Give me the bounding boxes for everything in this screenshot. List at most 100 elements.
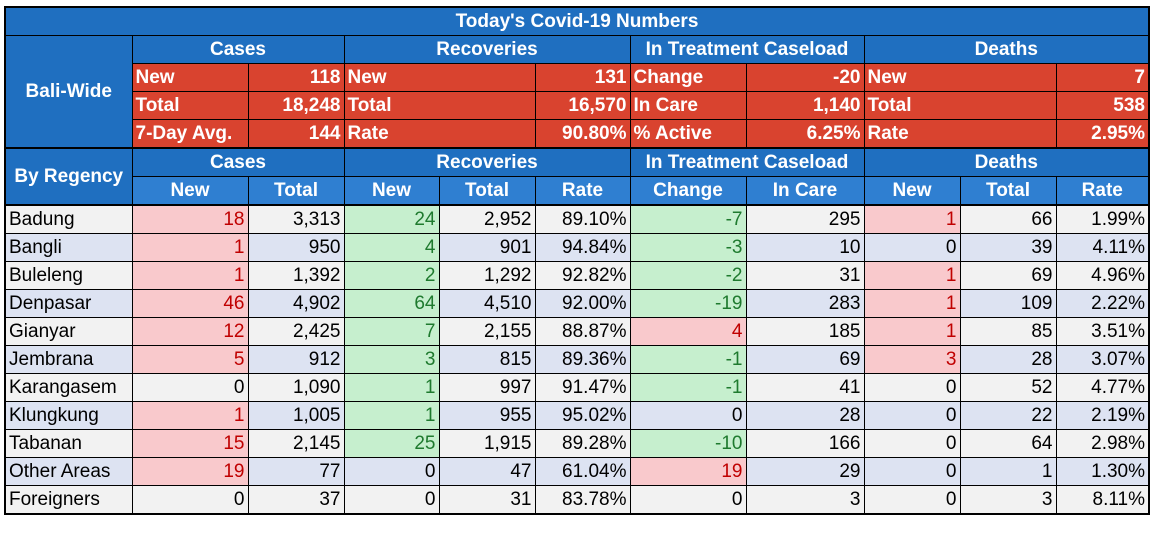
cell-recoveries-new: 64 [343, 289, 440, 318]
column-header: Total [438, 176, 536, 206]
cell-deaths-new: 3 [863, 345, 961, 374]
cell-cases-new: 12 [131, 317, 249, 346]
cell-recoveries-rate: 61.04% [534, 457, 631, 486]
cell-deaths-new: 0 [863, 429, 961, 458]
bali-cases-value: 18,248 [247, 91, 345, 120]
bali-recoveries-label: Total [343, 91, 536, 120]
cell-recoveries-total: 4,510 [438, 289, 536, 318]
column-header: New [863, 176, 961, 206]
column-header: Total [247, 176, 345, 206]
cell-treatment-in-care: 29 [745, 457, 865, 486]
cell-cases-total: 1,005 [247, 401, 345, 430]
table-row: Gianyar 12 2,425 7 2,155 88.87% 4 185 1 85 3.51% [4, 317, 1150, 346]
bali-cases-value: 118 [247, 63, 345, 92]
cell-treatment-change: -19 [629, 289, 747, 318]
cell-cases-total: 1,090 [247, 373, 345, 402]
table-row: Denpasar 46 4,902 64 4,510 92.00% -19 283 1 109 2.… [4, 289, 1150, 318]
cell-deaths-total: 64 [959, 429, 1057, 458]
regency-recoveries-header: Recoveries [343, 147, 631, 177]
cell-recoveries-new: 7 [343, 317, 440, 346]
bali-treatment-value: -20 [745, 63, 865, 92]
cell-treatment-in-care: 28 [745, 401, 865, 430]
by-regency-label: By Regency [4, 147, 133, 206]
regency-deaths-header: Deaths [863, 147, 1150, 177]
cell-treatment-change: 0 [629, 401, 747, 430]
cell-recoveries-total: 901 [438, 233, 536, 262]
regency-treatment-header: In Treatment Caseload [629, 147, 865, 177]
cell-treatment-change: 4 [629, 317, 747, 346]
cell-cases-total: 1,392 [247, 261, 345, 290]
bali-cases-label: 7-Day Avg. [131, 119, 249, 149]
cell-deaths-new: 1 [863, 289, 961, 318]
cell-deaths-rate: 3.51% [1055, 317, 1150, 346]
cell-deaths-rate: 3.07% [1055, 345, 1150, 374]
cell-cases-new: 5 [131, 345, 249, 374]
cell-deaths-total: 28 [959, 345, 1057, 374]
bali-deaths-label: New [863, 63, 1057, 92]
cell-treatment-in-care: 69 [745, 345, 865, 374]
bali-recoveries-header: Recoveries [343, 35, 631, 64]
cell-deaths-total: 39 [959, 233, 1057, 262]
cell-deaths-new: 0 [863, 485, 961, 515]
cell-deaths-new: 1 [863, 317, 961, 346]
cell-cases-total: 912 [247, 345, 345, 374]
cell-recoveries-total: 2,952 [438, 204, 536, 234]
table-row: Bangli 1 950 4 901 94.84% -3 10 0 39 4.11% [4, 233, 1150, 262]
bali-summary-row: Total 18,248 Total 16,570 In Care 1,140 … [5, 91, 1150, 120]
cell-cases-total: 37 [247, 485, 345, 515]
cell-treatment-in-care: 3 [745, 485, 865, 515]
bali-treatment-label: % Active [629, 119, 747, 149]
cell-deaths-rate: 2.98% [1055, 429, 1150, 458]
cell-recoveries-new: 0 [343, 457, 440, 486]
bali-treatment-label: In Care [629, 91, 747, 120]
cell-deaths-rate: 2.22% [1055, 289, 1150, 318]
bali-summary-row: New 118 New 131 Change -20 New 7 [5, 63, 1150, 92]
bali-recoveries-value: 90.80% [534, 119, 631, 149]
cell-deaths-rate: 4.77% [1055, 373, 1150, 402]
bali-cases-label: New [131, 63, 249, 92]
bali-summary-row: 7-Day Avg. 144 Rate 90.80% % Active 6.25… [5, 119, 1150, 149]
column-header: Change [629, 176, 747, 206]
table-row: Other Areas 19 77 0 47 61.04% 19 29 0 1 1.30% [4, 457, 1150, 486]
bali-recoveries-value: 131 [534, 63, 631, 92]
cell-deaths-new: 0 [863, 457, 961, 486]
cell-cases-total: 950 [247, 233, 345, 262]
cell-cases-new: 18 [131, 204, 249, 234]
column-header: New [131, 176, 249, 206]
table-row: Karangasem 0 1,090 1 997 91.47% -1 41 0 52 4.77% [4, 373, 1150, 402]
regency-name: Gianyar [4, 317, 133, 346]
cell-recoveries-total: 955 [438, 401, 536, 430]
cell-recoveries-rate: 92.00% [534, 289, 631, 318]
regency-name: Buleleng [4, 261, 133, 290]
bali-recoveries-label: New [343, 63, 536, 92]
cell-deaths-total: 66 [959, 204, 1057, 234]
cell-recoveries-total: 1,915 [438, 429, 536, 458]
cell-recoveries-total: 815 [438, 345, 536, 374]
cell-deaths-total: 109 [959, 289, 1057, 318]
cell-treatment-change: -1 [629, 373, 747, 402]
cell-deaths-rate: 2.19% [1055, 401, 1150, 430]
table-row: Foreigners 0 37 0 31 83.78% 0 3 0 3 8.11% [4, 485, 1150, 515]
cell-deaths-rate: 4.96% [1055, 261, 1150, 290]
cell-deaths-total: 3 [959, 485, 1057, 515]
cell-deaths-rate: 1.99% [1055, 204, 1150, 234]
cell-deaths-new: 1 [863, 204, 961, 234]
cell-treatment-in-care: 185 [745, 317, 865, 346]
bali-treatment-label: Change [629, 63, 747, 92]
cell-deaths-total: 69 [959, 261, 1057, 290]
cell-treatment-change: -1 [629, 345, 747, 374]
cell-recoveries-total: 47 [438, 457, 536, 486]
cell-deaths-rate: 4.11% [1055, 233, 1150, 262]
cell-recoveries-new: 1 [343, 401, 440, 430]
bali-deaths-value: 538 [1055, 91, 1150, 120]
cell-recoveries-new: 1 [343, 373, 440, 402]
cell-cases-new: 19 [131, 457, 249, 486]
column-header: In Care [745, 176, 865, 206]
cell-recoveries-new: 25 [343, 429, 440, 458]
cell-recoveries-rate: 94.84% [534, 233, 631, 262]
cell-treatment-change: -7 [629, 204, 747, 234]
table-row: Badung 18 3,313 24 2,952 89.10% -7 295 1 66 1.99% [4, 204, 1150, 234]
cell-recoveries-rate: 91.47% [534, 373, 631, 402]
cell-treatment-change: 0 [629, 485, 747, 515]
bali-treatment-value: 6.25% [745, 119, 865, 149]
